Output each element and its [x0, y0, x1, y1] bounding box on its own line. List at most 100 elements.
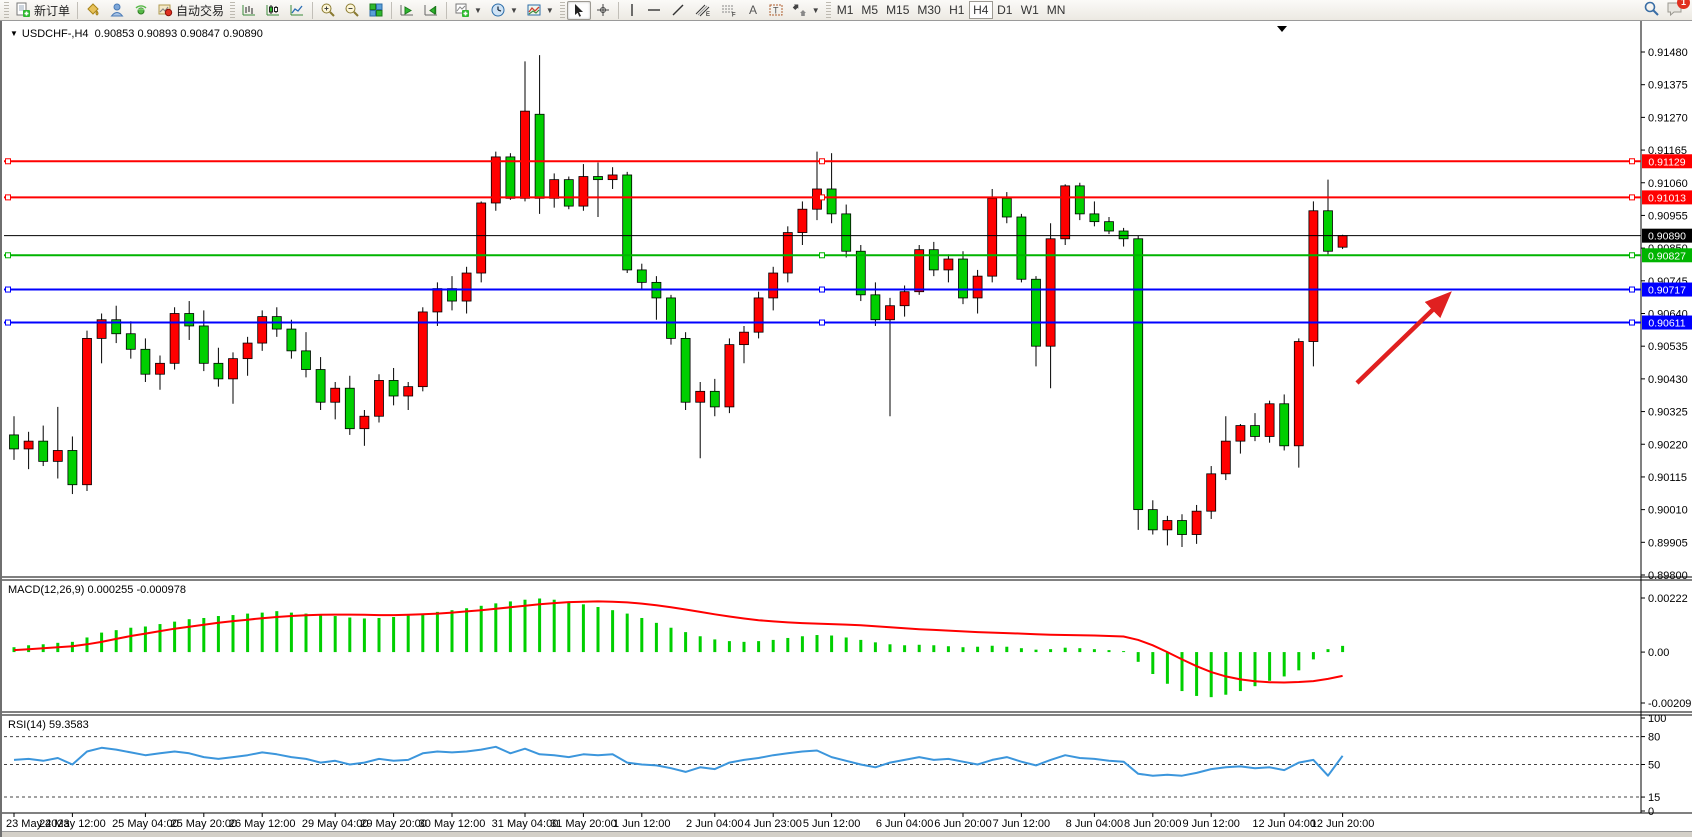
line-handle[interactable]: [819, 252, 825, 259]
new-order-button[interactable]: 新订单: [11, 1, 74, 20]
time-axis-label: 7 Jun 12:00: [993, 818, 1051, 830]
candle-bearish: [388, 380, 399, 397]
chevron-down-icon: ▼: [10, 29, 18, 38]
autoscroll-button[interactable]: [395, 1, 419, 20]
timeframe-button-m1[interactable]: M1: [836, 3, 854, 17]
chevron-down-icon: ▼: [811, 5, 820, 15]
candle-bearish: [505, 156, 516, 199]
community-button[interactable]: [105, 1, 129, 20]
candle-bullish: [374, 380, 384, 417]
arrows-button[interactable]: ▼: [788, 1, 824, 20]
candle-bullish: [1235, 425, 1246, 442]
chart-shift-button[interactable]: [419, 1, 443, 20]
timeframe-button-m30[interactable]: M30: [917, 3, 941, 17]
toolbar-grip[interactable]: [559, 2, 565, 18]
line-handle[interactable]: [5, 319, 11, 326]
zoom-out-icon: [344, 2, 360, 18]
macd-axis-label: 0.00: [1648, 647, 1669, 659]
line-handle[interactable]: [5, 286, 11, 293]
crosshair-button[interactable]: [591, 1, 615, 20]
candle-bullish: [257, 316, 268, 344]
candle-bullish: [1206, 473, 1217, 512]
candle-bullish: [330, 387, 341, 403]
time-axis-label: 6 Jun 04:00: [876, 818, 934, 830]
candle-bullish: [417, 311, 428, 388]
time-axis-label: 31 May 04:00: [492, 818, 559, 830]
candle-bearish: [534, 113, 545, 199]
fibonacci-button[interactable]: F: [716, 1, 742, 20]
text-label-icon: T: [768, 2, 784, 18]
community-icon: [109, 2, 125, 18]
chat-badge: 1: [1677, 0, 1690, 9]
price-chart[interactable]: 0.91480 0.91375 0.91270 0.91165 0.91060 0.909…: [2, 21, 1692, 837]
symbol-title: ▼ USDCHF-,H4 0.90853 0.90893 0.90847 0.90…: [10, 28, 263, 40]
toolbar-grip[interactable]: [825, 2, 831, 18]
templates-button[interactable]: ▼: [522, 1, 558, 20]
candle-bearish: [1147, 509, 1158, 531]
text-button[interactable]: A: [742, 1, 764, 20]
timeframe-toolbar: M1 M5 M15 M30 H1 H4 D1 W1 MN: [833, 1, 1070, 19]
vertical-line-button[interactable]: [622, 1, 642, 20]
timeframe-button-d1[interactable]: D1: [997, 3, 1013, 17]
line-handle[interactable]: [1629, 252, 1635, 259]
line-handle[interactable]: [819, 158, 825, 165]
horizontal-line-button[interactable]: [642, 1, 666, 20]
autotrading-button[interactable]: 自动交易: [153, 1, 228, 20]
line-handle[interactable]: [819, 319, 825, 326]
cursor-button[interactable]: [566, 0, 591, 20]
timeframe-button-m5[interactable]: M5: [861, 3, 879, 17]
line-chart-button[interactable]: [285, 1, 309, 20]
periods-icon: [490, 2, 506, 18]
chat-button[interactable]: 1: [1666, 0, 1690, 20]
svg-text:A: A: [749, 3, 757, 17]
trend-arrow-object[interactable]: [1355, 291, 1452, 385]
line-handle[interactable]: [1629, 319, 1635, 326]
periods-button[interactable]: ▼: [486, 1, 522, 20]
text-label-button[interactable]: T: [764, 1, 788, 20]
timeframe-button-mn[interactable]: MN: [1046, 3, 1066, 17]
styles-bucket-button[interactable]: [81, 1, 105, 20]
candle-bullish: [520, 110, 530, 199]
candle-bearish: [958, 258, 968, 299]
templates-icon: [526, 2, 542, 18]
channel-icon: E: [694, 2, 712, 18]
channel-button[interactable]: E: [690, 1, 716, 20]
timeframe-button-w1[interactable]: W1: [1020, 3, 1039, 17]
timeframe-button-h1[interactable]: H1: [949, 3, 965, 17]
bars-chart-button[interactable]: [237, 1, 261, 20]
time-axis-label: 4 Jun 23:00: [744, 818, 802, 830]
line-handle[interactable]: [819, 194, 825, 201]
line-handle[interactable]: [5, 194, 11, 201]
candle-bearish: [1118, 230, 1129, 240]
trendline-button[interactable]: [666, 1, 690, 20]
candle-bearish: [38, 440, 49, 462]
price-line-badge: [1642, 154, 1692, 169]
price-axis-label: 0.90955: [1648, 210, 1688, 222]
candle-bearish: [111, 319, 122, 335]
timeframe-button-h4[interactable]: H4: [968, 1, 993, 19]
zoom-in-button[interactable]: [316, 1, 340, 20]
line-handle[interactable]: [5, 158, 11, 165]
line-handle[interactable]: [1629, 158, 1635, 165]
candles-chart-button[interactable]: [261, 1, 285, 20]
new-order-icon: [15, 2, 31, 18]
toolbar-grip[interactable]: [4, 2, 9, 18]
price-axis-label: 0.90325: [1648, 407, 1688, 419]
timeframe-button-m15[interactable]: M15: [886, 3, 910, 17]
line-handle[interactable]: [5, 252, 11, 259]
toolbar-separator: [77, 1, 79, 19]
signals-button[interactable]: [129, 1, 153, 20]
chart-window[interactable]: 0.91480 0.91375 0.91270 0.91165 0.91060 0.909…: [0, 21, 1692, 837]
line-handle[interactable]: [819, 286, 825, 293]
search-icon[interactable]: [1643, 0, 1660, 20]
toolbar-grip[interactable]: [230, 2, 236, 18]
line-handle[interactable]: [1629, 286, 1635, 293]
new-chart-button[interactable]: ▼: [450, 1, 486, 20]
rsi-axis-label: 0: [1648, 806, 1654, 818]
zoom-out-button[interactable]: [340, 1, 364, 20]
rsi-axis-label: 100: [1648, 713, 1666, 725]
toolbar-separator: [312, 1, 314, 19]
line-handle[interactable]: [1629, 194, 1635, 201]
tile-windows-button[interactable]: [364, 1, 388, 20]
